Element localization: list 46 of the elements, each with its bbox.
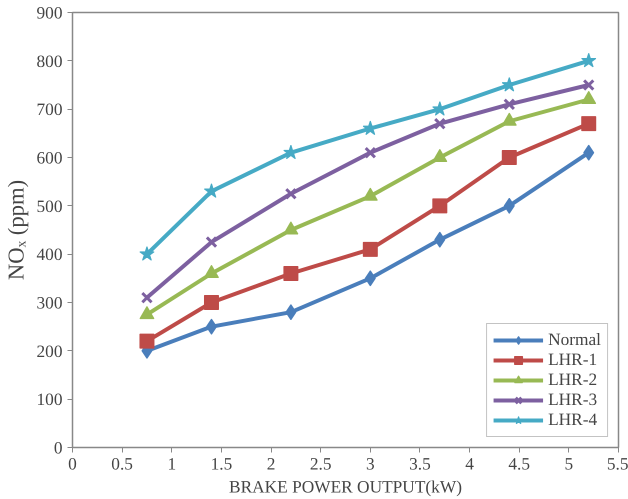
point xyxy=(283,266,298,281)
y-tick-label: 600 xyxy=(36,148,63,168)
x-axis-title: BRAKE POWER OUTPUT(kW) xyxy=(229,478,462,496)
point xyxy=(204,183,220,198)
y-tick-label: 700 xyxy=(36,100,63,120)
point xyxy=(502,150,517,165)
x-tick-label: 0.5 xyxy=(111,454,133,474)
point xyxy=(582,78,595,92)
y-tick-label: 100 xyxy=(36,390,63,410)
y-axis-title: NOₓ (ppm) xyxy=(4,180,29,280)
x-tick-label: 1 xyxy=(167,454,176,474)
x-tick-label: 1.5 xyxy=(210,454,232,474)
point xyxy=(581,52,596,68)
point xyxy=(503,98,516,110)
point xyxy=(139,246,155,261)
x-tick-label: 2.5 xyxy=(310,454,332,474)
x-tick-label: 5.5 xyxy=(606,454,628,474)
legend-label: LHR-3 xyxy=(548,390,598,410)
point xyxy=(362,242,378,257)
x-tick-label: 3.5 xyxy=(409,454,431,474)
y-tick-label: 0 xyxy=(54,438,63,458)
y-tick-label: 200 xyxy=(36,342,63,361)
legend-label: LHR-4 xyxy=(548,410,598,430)
y-tick-label: 500 xyxy=(36,196,63,216)
point xyxy=(205,236,218,248)
x-tick-label: 3 xyxy=(366,454,375,474)
x-tick-label: 5 xyxy=(564,454,574,474)
point xyxy=(581,116,596,132)
legend-label: LHR-1 xyxy=(548,350,598,370)
x-tick-label: 4.5 xyxy=(508,454,530,474)
point xyxy=(434,118,446,130)
y-tick-label: 900 xyxy=(36,4,63,22)
x-tick-label: 4 xyxy=(465,454,474,474)
point xyxy=(139,334,154,349)
y-tick-label: 300 xyxy=(36,294,63,312)
point xyxy=(204,295,219,310)
point xyxy=(284,188,297,200)
point xyxy=(364,146,376,159)
y-tick-label: 800 xyxy=(36,52,63,71)
y-tick-label: 400 xyxy=(36,245,63,264)
point xyxy=(140,292,154,304)
x-tick-label: 2 xyxy=(266,454,276,474)
legend-label: LHR-2 xyxy=(548,370,598,390)
legend-label: Normal xyxy=(548,330,601,350)
x-tick-label: 0 xyxy=(68,454,77,474)
point xyxy=(432,198,448,214)
